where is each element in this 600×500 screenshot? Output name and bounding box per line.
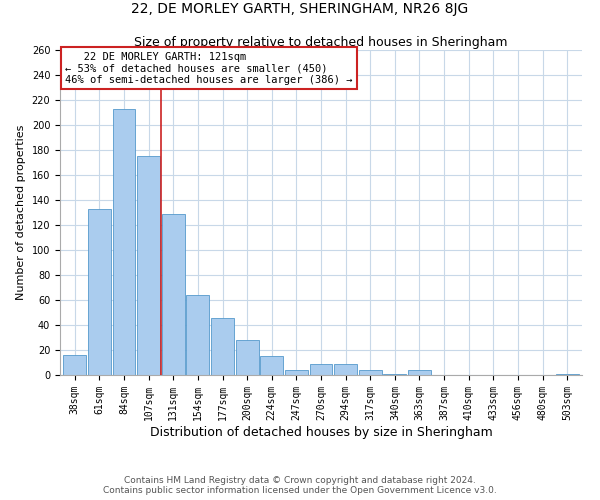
- Bar: [211, 318, 234, 375]
- Bar: [88, 209, 111, 375]
- Text: Contains HM Land Registry data © Crown copyright and database right 2024.
Contai: Contains HM Land Registry data © Crown c…: [103, 476, 497, 495]
- Bar: [310, 364, 332, 375]
- Bar: [359, 370, 382, 375]
- Y-axis label: Number of detached properties: Number of detached properties: [16, 125, 26, 300]
- Bar: [113, 109, 136, 375]
- Bar: [162, 214, 185, 375]
- Bar: [260, 356, 283, 375]
- Bar: [187, 295, 209, 375]
- Text: 22, DE MORLEY GARTH, SHERINGHAM, NR26 8JG: 22, DE MORLEY GARTH, SHERINGHAM, NR26 8J…: [131, 2, 469, 16]
- Bar: [285, 370, 308, 375]
- Bar: [408, 370, 431, 375]
- Bar: [334, 364, 357, 375]
- Text: 22 DE MORLEY GARTH: 121sqm
← 53% of detached houses are smaller (450)
46% of sem: 22 DE MORLEY GARTH: 121sqm ← 53% of deta…: [65, 52, 353, 85]
- Title: Size of property relative to detached houses in Sheringham: Size of property relative to detached ho…: [134, 36, 508, 49]
- Bar: [236, 340, 259, 375]
- Bar: [383, 374, 406, 375]
- Bar: [137, 156, 160, 375]
- Bar: [556, 374, 578, 375]
- X-axis label: Distribution of detached houses by size in Sheringham: Distribution of detached houses by size …: [149, 426, 493, 438]
- Bar: [64, 355, 86, 375]
